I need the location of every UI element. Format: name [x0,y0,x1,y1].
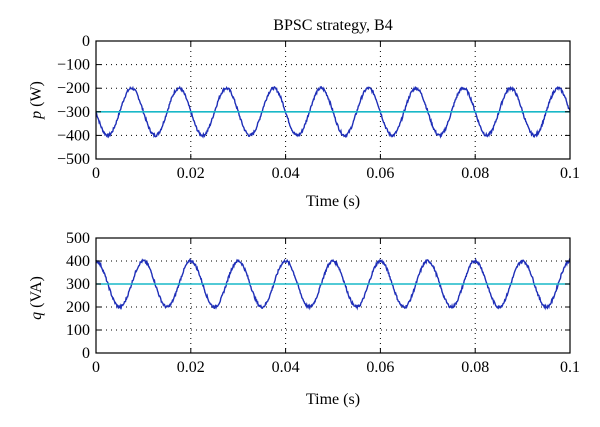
reactive-power-q-chart: Time (s) q (VA) 0 0.02 0.04 0.06 0.08 0.1 500 4… [28,230,580,408]
x-tick-label: 0.06 [366,165,394,182]
power-p-chart: BPSC strategy, B4 Time (s) p (W) 0 0.02 0.… [28,17,580,210]
axes-frame [95,40,571,160]
x-tick-label: 0 [92,359,100,376]
y-axis-unit: (VA) [28,276,45,312]
plot-area [96,41,570,159]
x-tick-label: 0.02 [177,359,205,376]
y-tick-label: −400 [57,127,90,144]
y-axis-unit: (W) [28,81,45,111]
y-tick-label: −200 [57,80,90,97]
x-tick-label: 0.02 [177,165,205,182]
y-axis-label: q (VA) [28,276,45,320]
y-tick-label: 200 [66,299,90,316]
y-tick-label: 400 [66,253,90,270]
x-tick-label: 0.08 [461,165,489,182]
y-tick-label: 100 [66,322,90,339]
y-axis-label: p (W) [28,81,45,120]
signal-line [95,257,571,311]
y-tick-label: 0 [82,33,90,50]
y-axis-symbol: p [28,111,45,120]
x-tick-label: 0.1 [560,359,580,376]
y-tick-label: −500 [57,151,90,168]
x-tick-label: 0.1 [560,165,580,182]
y-tick-label: 0 [82,345,90,362]
x-axis-label: Time (s) [306,193,360,210]
plot-area [96,238,570,353]
x-tick-label: 0.06 [366,359,394,376]
y-tick-label: −100 [57,57,90,74]
axes-frame [95,237,571,354]
y-tick-label: 500 [66,230,90,247]
x-tick-label: 0.04 [272,165,300,182]
x-tick-label: 0.04 [272,359,300,376]
x-tick-label: 0 [92,165,100,182]
x-axis-label: Time (s) [306,391,360,408]
y-axis-symbol: q [28,312,45,320]
y-tick-label: −300 [57,104,90,121]
x-tick-label: 0.08 [461,359,489,376]
chart-title: BPSC strategy, B4 [273,17,392,34]
y-tick-label: 300 [66,276,90,293]
